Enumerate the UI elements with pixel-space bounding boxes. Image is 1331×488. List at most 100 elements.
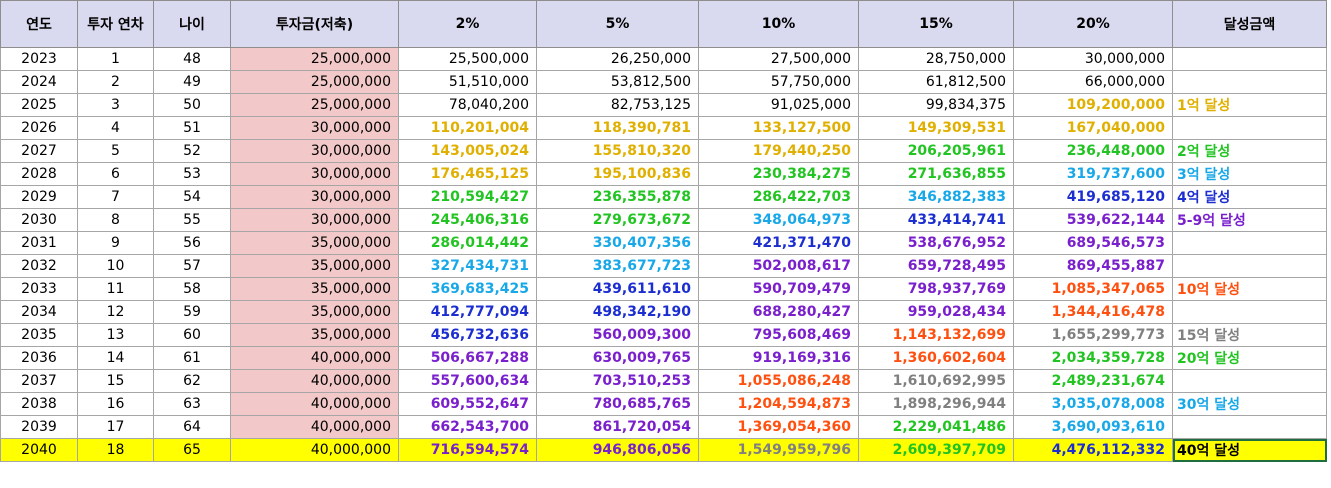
cell-rate-20[interactable]: 236,448,000 (1013, 139, 1173, 163)
cell-age[interactable]: 48 (153, 47, 231, 71)
header-age[interactable]: 나이 (153, 0, 231, 48)
cell-age[interactable]: 62 (153, 369, 231, 393)
cell-invest-year[interactable]: 15 (77, 369, 154, 393)
cell-invest-year[interactable]: 3 (77, 93, 154, 117)
cell-rate-20[interactable]: 3,690,093,610 (1013, 415, 1173, 439)
cell-year[interactable]: 2031 (0, 231, 78, 255)
cell-rate-2[interactable]: 143,005,024 (398, 139, 537, 163)
cell-year[interactable]: 2036 (0, 346, 78, 370)
cell-invest-year[interactable]: 9 (77, 231, 154, 255)
cell-rate-20[interactable]: 4,476,112,332 (1013, 438, 1173, 462)
cell-rate-15[interactable]: 61,812,500 (858, 70, 1014, 94)
cell-deposit[interactable]: 40,000,000 (230, 369, 399, 393)
cell-deposit[interactable]: 30,000,000 (230, 185, 399, 209)
cell-rate-15[interactable]: 99,834,375 (858, 93, 1014, 117)
cell-rate-15[interactable]: 1,610,692,995 (858, 369, 1014, 393)
cell-rate-15[interactable]: 1,360,602,604 (858, 346, 1014, 370)
cell-year[interactable]: 2026 (0, 116, 78, 140)
cell-invest-year[interactable]: 12 (77, 300, 154, 324)
cell-rate-5[interactable]: 560,009,300 (536, 323, 699, 347)
cell-invest-year[interactable]: 16 (77, 392, 154, 416)
cell-deposit[interactable]: 25,000,000 (230, 47, 399, 71)
cell-rate-20[interactable]: 1,655,299,773 (1013, 323, 1173, 347)
cell-rate-5[interactable]: 195,100,836 (536, 162, 699, 186)
cell-rate-5[interactable]: 26,250,000 (536, 47, 699, 71)
cell-rate-2[interactable]: 210,594,427 (398, 185, 537, 209)
cell-rate-5[interactable]: 498,342,190 (536, 300, 699, 324)
cell-age[interactable]: 53 (153, 162, 231, 186)
cell-rate-20[interactable]: 66,000,000 (1013, 70, 1173, 94)
cell-age[interactable]: 56 (153, 231, 231, 255)
cell-rate-15[interactable]: 206,205,961 (858, 139, 1014, 163)
cell-age[interactable]: 60 (153, 323, 231, 347)
cell-achievement[interactable] (1172, 254, 1327, 278)
cell-rate-15[interactable]: 798,937,769 (858, 277, 1014, 301)
cell-rate-10[interactable]: 57,750,000 (698, 70, 859, 94)
cell-invest-year[interactable]: 14 (77, 346, 154, 370)
cell-age[interactable]: 61 (153, 346, 231, 370)
cell-rate-5[interactable]: 861,720,054 (536, 415, 699, 439)
cell-deposit[interactable]: 35,000,000 (230, 231, 399, 255)
cell-rate-2[interactable]: 78,040,200 (398, 93, 537, 117)
cell-rate-20[interactable]: 539,622,144 (1013, 208, 1173, 232)
header-rate-20[interactable]: 20% (1013, 0, 1173, 48)
cell-rate-5[interactable]: 946,806,056 (536, 438, 699, 462)
cell-rate-2[interactable]: 609,552,647 (398, 392, 537, 416)
cell-rate-5[interactable]: 703,510,253 (536, 369, 699, 393)
cell-achievement[interactable] (1172, 415, 1327, 439)
cell-rate-10[interactable]: 421,371,470 (698, 231, 859, 255)
cell-age[interactable]: 58 (153, 277, 231, 301)
cell-deposit[interactable]: 35,000,000 (230, 300, 399, 324)
cell-rate-5[interactable]: 330,407,356 (536, 231, 699, 255)
cell-deposit[interactable]: 25,000,000 (230, 70, 399, 94)
cell-age[interactable]: 54 (153, 185, 231, 209)
cell-year[interactable]: 2033 (0, 277, 78, 301)
header-year[interactable]: 연도 (0, 0, 78, 48)
cell-achievement[interactable]: 20억 달성 (1172, 346, 1327, 370)
cell-rate-10[interactable]: 919,169,316 (698, 346, 859, 370)
cell-age[interactable]: 59 (153, 300, 231, 324)
cell-rate-5[interactable]: 383,677,723 (536, 254, 699, 278)
cell-rate-5[interactable]: 118,390,781 (536, 116, 699, 140)
cell-rate-2[interactable]: 456,732,636 (398, 323, 537, 347)
cell-year[interactable]: 2037 (0, 369, 78, 393)
cell-deposit[interactable]: 30,000,000 (230, 139, 399, 163)
cell-rate-5[interactable]: 279,673,672 (536, 208, 699, 232)
cell-rate-10[interactable]: 286,422,703 (698, 185, 859, 209)
cell-rate-15[interactable]: 2,229,041,486 (858, 415, 1014, 439)
cell-rate-10[interactable]: 502,008,617 (698, 254, 859, 278)
cell-achievement[interactable] (1172, 70, 1327, 94)
cell-rate-2[interactable]: 412,777,094 (398, 300, 537, 324)
cell-rate-2[interactable]: 25,500,000 (398, 47, 537, 71)
cell-rate-10[interactable]: 590,709,479 (698, 277, 859, 301)
cell-rate-20[interactable]: 419,685,120 (1013, 185, 1173, 209)
cell-achievement[interactable] (1172, 369, 1327, 393)
cell-rate-20[interactable]: 167,040,000 (1013, 116, 1173, 140)
cell-deposit[interactable]: 40,000,000 (230, 415, 399, 439)
cell-achievement[interactable] (1172, 300, 1327, 324)
cell-achievement[interactable] (1172, 231, 1327, 255)
cell-rate-10[interactable]: 230,384,275 (698, 162, 859, 186)
cell-age[interactable]: 50 (153, 93, 231, 117)
cell-rate-10[interactable]: 348,064,973 (698, 208, 859, 232)
cell-rate-5[interactable]: 53,812,500 (536, 70, 699, 94)
cell-deposit[interactable]: 35,000,000 (230, 254, 399, 278)
cell-achievement[interactable]: 1억 달성 (1172, 93, 1327, 117)
cell-deposit[interactable]: 25,000,000 (230, 93, 399, 117)
cell-rate-2[interactable]: 369,683,425 (398, 277, 537, 301)
cell-deposit[interactable]: 30,000,000 (230, 116, 399, 140)
cell-achievement[interactable]: 3억 달성 (1172, 162, 1327, 186)
cell-rate-15[interactable]: 959,028,434 (858, 300, 1014, 324)
cell-rate-10[interactable]: 688,280,427 (698, 300, 859, 324)
cell-rate-10[interactable]: 133,127,500 (698, 116, 859, 140)
cell-invest-year[interactable]: 4 (77, 116, 154, 140)
cell-invest-year[interactable]: 18 (77, 438, 154, 462)
cell-achievement[interactable]: 15억 달성 (1172, 323, 1327, 347)
header-rate-10[interactable]: 10% (698, 0, 859, 48)
cell-year[interactable]: 2032 (0, 254, 78, 278)
cell-rate-15[interactable]: 1,898,296,944 (858, 392, 1014, 416)
cell-age[interactable]: 65 (153, 438, 231, 462)
header-rate-5[interactable]: 5% (536, 0, 699, 48)
cell-deposit[interactable]: 40,000,000 (230, 392, 399, 416)
cell-invest-year[interactable]: 1 (77, 47, 154, 71)
